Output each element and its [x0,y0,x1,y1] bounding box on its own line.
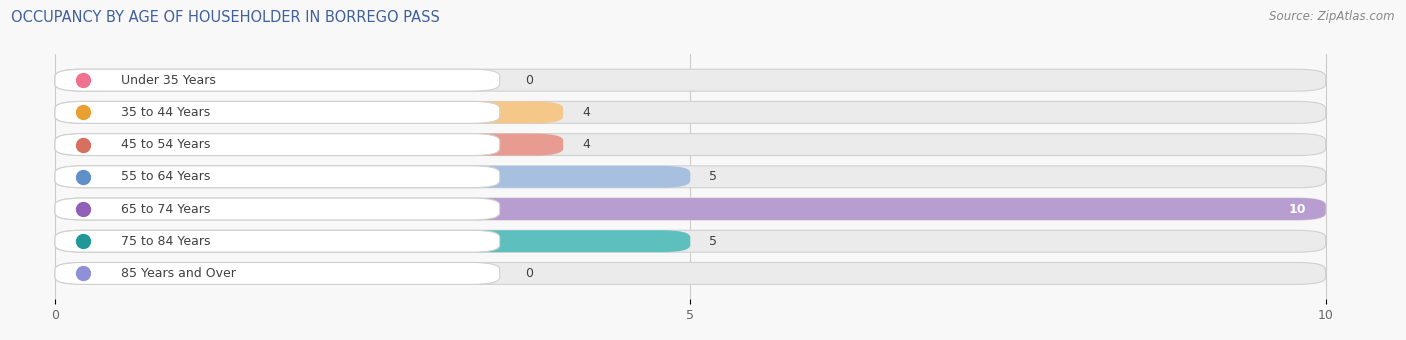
Text: 10: 10 [1289,203,1306,216]
Text: Under 35 Years: Under 35 Years [121,74,217,87]
Text: 75 to 84 Years: 75 to 84 Years [121,235,211,248]
FancyBboxPatch shape [55,262,499,284]
FancyBboxPatch shape [55,198,1326,220]
Text: 5: 5 [710,170,717,183]
Text: Source: ZipAtlas.com: Source: ZipAtlas.com [1270,10,1395,23]
FancyBboxPatch shape [55,166,1326,188]
Text: 4: 4 [582,106,591,119]
FancyBboxPatch shape [55,101,499,123]
FancyBboxPatch shape [55,166,690,188]
Text: 85 Years and Over: 85 Years and Over [121,267,236,280]
Text: OCCUPANCY BY AGE OF HOUSEHOLDER IN BORREGO PASS: OCCUPANCY BY AGE OF HOUSEHOLDER IN BORRE… [11,10,440,25]
Text: 0: 0 [524,267,533,280]
FancyBboxPatch shape [55,101,1326,123]
Text: 0: 0 [524,74,533,87]
FancyBboxPatch shape [55,69,499,91]
Text: 4: 4 [582,138,591,151]
Text: 55 to 64 Years: 55 to 64 Years [121,170,211,183]
FancyBboxPatch shape [55,134,499,155]
Text: 5: 5 [710,235,717,248]
FancyBboxPatch shape [55,101,564,123]
FancyBboxPatch shape [55,230,499,252]
FancyBboxPatch shape [55,230,1326,252]
Text: 65 to 74 Years: 65 to 74 Years [121,203,211,216]
Text: 45 to 54 Years: 45 to 54 Years [121,138,211,151]
FancyBboxPatch shape [55,198,499,220]
FancyBboxPatch shape [55,69,1326,91]
FancyBboxPatch shape [55,198,1326,220]
FancyBboxPatch shape [55,134,1326,155]
FancyBboxPatch shape [55,230,690,252]
FancyBboxPatch shape [55,262,1326,284]
FancyBboxPatch shape [55,166,499,188]
FancyBboxPatch shape [55,134,564,155]
Text: 35 to 44 Years: 35 to 44 Years [121,106,211,119]
